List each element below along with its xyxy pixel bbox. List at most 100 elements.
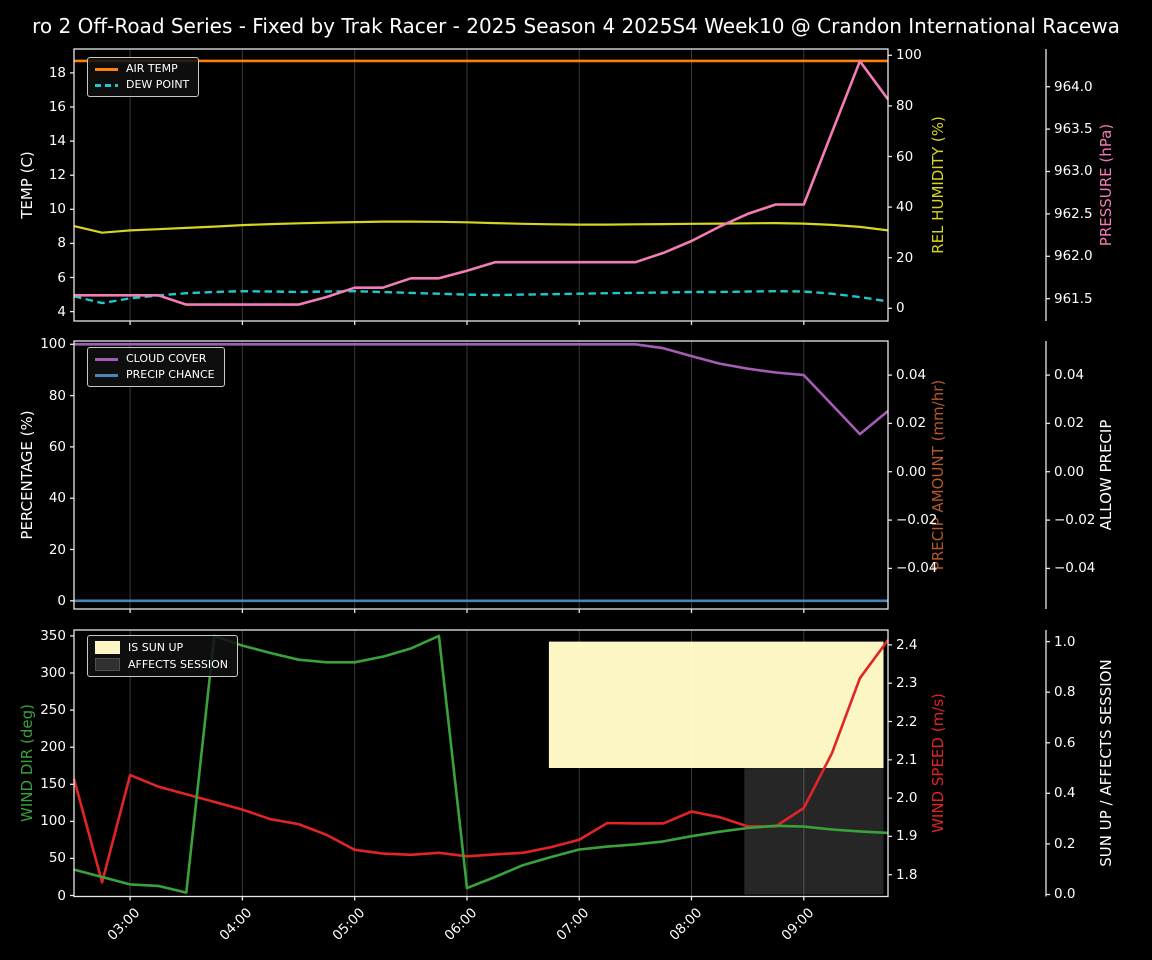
legend-label: DEW POINT [126,78,190,91]
legend-cloud-precip: CLOUD COVER PRECIP CHANCE [87,347,225,387]
y-tick-label: 40 [48,490,66,507]
series-dew-point [73,290,889,305]
y-tick-label: 2.4 [896,636,918,653]
legend-label: CLOUD COVER [126,352,207,365]
y-tick-label: 50 [48,850,66,867]
y-tick-label: 12 [48,167,66,184]
y-tick-label: 964.0 [1054,78,1093,95]
y-tick-label: 10 [48,201,66,218]
legend-item-air-temp: AIR TEMP [95,63,189,75]
y-tick-label: 0.02 [1054,415,1085,432]
y-tick-label: 0.00 [896,463,927,480]
y-tick-label: 0.6 [1054,734,1076,751]
series-rel-humidity [73,220,889,234]
y-tick-label: 0.4 [1054,785,1076,802]
subplot-wind-sun [70,629,1050,901]
y-tick-label: 1.8 [896,866,918,883]
y-tick-label: 963.0 [1054,163,1093,180]
legend-item-cloud-cover: CLOUD COVER [95,353,215,365]
y-tick-label: 2.3 [896,675,918,692]
y-tick-label: 962.0 [1054,248,1093,265]
y-tick-label: 20 [896,249,914,266]
subplot-cloud-precip [70,340,1050,613]
axis-label-percentage-: PERCENTAGE (%) [18,410,36,540]
y-tick-label: 250 [40,702,66,719]
y-tick-label: 6 [57,269,66,286]
air-temp-line-swatch [95,67,118,71]
legend-label: PRECIP CHANCE [126,368,215,381]
axis-label-rel-humidity-: REL HUMIDITY (%) [929,116,947,254]
y-tick-label: 80 [48,387,66,404]
legend-item-affects-session: AFFECTS SESSION [95,658,228,671]
axis-label-allow-precip: ALLOW PRECIP [1097,419,1115,531]
y-tick-label: 1.9 [896,828,918,845]
y-tick-label: 2.2 [896,713,918,730]
y-tick-label: 0 [896,300,905,317]
plot-border [73,340,889,610]
legend-item-dew-point: DEW POINT [95,79,189,91]
axis-label-wind-speed-m-s-: WIND SPEED (m/s) [929,693,947,834]
precip-chance-line-swatch [95,373,118,377]
y-tick-label: −0.02 [896,512,938,529]
y-tick-label: 20 [48,541,66,558]
legend-label: AIR TEMP [126,62,178,75]
legend-label: IS SUN UP [128,640,184,654]
legend-temperature: AIR TEMP DEW POINT [87,57,200,97]
y-tick-label: 350 [40,627,66,644]
y-tick-label: 0.04 [1054,367,1085,384]
y-tick-label: 2.1 [896,751,918,768]
legend-label: AFFECTS SESSION [128,657,229,671]
y-tick-label: 0 [57,887,66,904]
cloud-cover-line-swatch [95,357,118,361]
y-tick-label: 150 [40,776,66,793]
series-wind-dir [73,634,889,894]
y-tick-label: 60 [896,148,914,165]
axis-label-sun-up-affects-session: SUN UP / AFFECTS SESSION [1097,659,1115,868]
plot-border [73,48,889,322]
y-tick-label: 200 [40,739,66,756]
y-tick-label: 18 [48,64,66,81]
subplot-temperature-humidity-pressure [70,48,1050,325]
axis-label-precip-amount-mm-hr-: PRECIP AMOUNT (mm/hr) [929,379,947,571]
y-tick-label: 0.8 [1054,684,1076,701]
y-tick-label: 0.0 [1054,886,1076,903]
y-tick-label: 100 [40,813,66,830]
y-tick-label: 961.5 [1054,290,1093,307]
series-cloud-cover [74,342,889,436]
is-sun-up-patch-swatch [95,641,120,654]
y-tick-label: 0.00 [1054,463,1085,480]
plot-border [73,629,889,898]
axis-label-wind-dir-deg-: WIND DIR (deg) [18,704,36,823]
y-tick-label: 963.5 [1054,121,1093,138]
y-tick-label: 0.2 [1054,835,1076,852]
axis-label-temp-c-: TEMP (C) [18,151,36,219]
y-tick-label: 2.0 [896,790,918,807]
y-tick-label: 16 [48,98,66,115]
legend-item-is-sun-up: IS SUN UP [95,641,228,654]
y-tick-label: 80 [896,97,914,114]
dew-point-line-swatch [95,83,118,87]
y-tick-label: 60 [48,438,66,455]
y-tick-label: −0.04 [1054,560,1096,577]
y-tick-label: 4 [57,303,66,320]
y-tick-label: 962.5 [1054,205,1093,222]
y-tick-label: 0 [57,592,66,609]
y-tick-label: 1.0 [1054,633,1076,650]
legend-sun: IS SUN UP AFFECTS SESSION [87,635,239,677]
page-title: ro 2 Off-Road Series - Fixed by Trak Rac… [32,14,1120,38]
y-tick-label: 100 [40,336,66,353]
y-tick-label: 300 [40,665,66,682]
y-tick-label: 40 [896,199,914,216]
axis-label-pressure-hpa-: PRESSURE (hPa) [1097,123,1115,247]
band-is-sun-up [548,641,884,768]
y-tick-label: −0.04 [896,560,938,577]
affects-session-patch-swatch [95,658,120,671]
series-pressure [74,59,890,306]
y-tick-label: 100 [896,47,922,64]
y-tick-label: 0.04 [896,367,927,384]
y-tick-label: 8 [57,235,66,252]
y-tick-label: 14 [48,133,66,150]
legend-item-precip-chance: PRECIP CHANCE [95,369,215,381]
